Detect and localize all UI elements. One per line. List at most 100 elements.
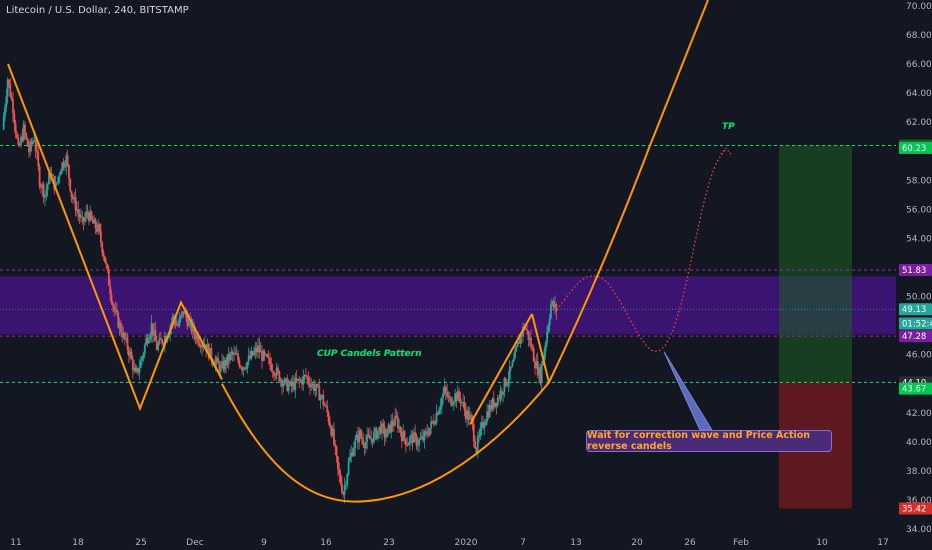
position-profit-zone[interactable] <box>779 145 852 383</box>
candle <box>143 342 146 359</box>
candle <box>552 297 555 312</box>
candle <box>238 357 241 369</box>
candle <box>151 323 154 343</box>
candle <box>520 333 523 345</box>
candle <box>444 384 447 401</box>
badge-51-83: 51.83 <box>899 263 932 276</box>
candle <box>137 367 140 376</box>
candle <box>293 375 295 393</box>
candle <box>468 406 471 421</box>
y-tick-label: 64.00 <box>906 89 932 99</box>
candle <box>26 137 29 147</box>
cup-pattern-label: CUP Candels Pattern <box>317 349 422 359</box>
candle <box>207 342 210 361</box>
candle <box>262 348 265 362</box>
candle <box>450 396 453 407</box>
candle <box>41 182 44 196</box>
candle <box>42 181 45 203</box>
candle <box>374 426 377 441</box>
y-tick-label: 70.00 <box>906 2 932 12</box>
candle <box>8 79 10 89</box>
candle <box>285 377 287 387</box>
candle <box>538 363 540 384</box>
candle <box>455 391 458 408</box>
x-tick-label: 17 <box>877 538 888 548</box>
candle <box>459 391 462 411</box>
candle <box>56 181 58 186</box>
candle <box>500 387 503 401</box>
candle <box>38 163 41 190</box>
candle <box>139 355 142 369</box>
candle <box>263 348 266 361</box>
candle <box>462 393 465 408</box>
candle <box>253 345 255 357</box>
candle <box>363 442 366 456</box>
candle <box>506 382 508 388</box>
candle <box>62 158 65 171</box>
candle <box>507 371 510 393</box>
candle <box>32 137 34 147</box>
candle <box>536 352 539 379</box>
candle <box>227 347 230 370</box>
candle <box>386 428 389 438</box>
candle <box>114 301 117 315</box>
candle <box>499 385 502 405</box>
candle <box>375 426 378 440</box>
candle <box>289 379 291 387</box>
candle <box>269 352 271 371</box>
candle <box>299 377 302 382</box>
candle <box>182 311 185 318</box>
projection-arrowhead <box>720 147 732 155</box>
candle <box>460 401 463 407</box>
candle <box>398 419 401 433</box>
cup-curve[interactable] <box>221 0 709 503</box>
candle <box>370 430 373 445</box>
time-axis[interactable]: 11 18 25 Dec 9 16 23 2020 7 13 20 26 Feb 10 17 <box>0 535 932 550</box>
candle <box>472 417 475 448</box>
candle <box>411 430 414 451</box>
candle <box>394 407 397 427</box>
candle <box>125 332 128 342</box>
x-tick-label: 2020 <box>455 538 478 548</box>
symbol-name: Litecoin / U.S. Dollar <box>6 5 108 16</box>
candle <box>480 415 483 436</box>
candle <box>230 347 233 361</box>
candle <box>85 205 88 222</box>
projection-path[interactable] <box>556 147 727 352</box>
candle <box>191 319 194 339</box>
candle <box>495 402 498 415</box>
candle <box>255 342 258 358</box>
candle <box>458 388 461 403</box>
candle <box>22 120 25 143</box>
candle <box>395 409 398 419</box>
candle <box>330 425 333 438</box>
candle <box>135 364 138 374</box>
x-tick-label: 7 <box>520 538 526 548</box>
candle <box>494 402 496 409</box>
candle <box>78 209 81 224</box>
candle <box>30 137 33 152</box>
candle <box>528 332 531 346</box>
candle <box>532 344 535 362</box>
zigzag-line[interactable] <box>7 63 223 412</box>
candle <box>24 120 26 141</box>
candle <box>423 429 426 449</box>
zigzag-line-2[interactable] <box>531 313 550 383</box>
badge-60-23: 60.23 <box>899 141 932 154</box>
candle <box>298 376 301 389</box>
x-tick-label: 9 <box>261 538 267 548</box>
candle <box>430 415 433 435</box>
candle <box>335 445 338 463</box>
cup-left-leg[interactable] <box>469 313 533 426</box>
candle <box>407 441 410 446</box>
candle <box>337 455 339 477</box>
candle <box>258 337 261 359</box>
candle <box>474 435 476 450</box>
candle <box>84 211 86 226</box>
candle <box>141 355 144 365</box>
candle <box>99 223 102 248</box>
candle <box>548 313 551 332</box>
candle <box>491 397 494 412</box>
pattern-drawings <box>7 0 732 503</box>
